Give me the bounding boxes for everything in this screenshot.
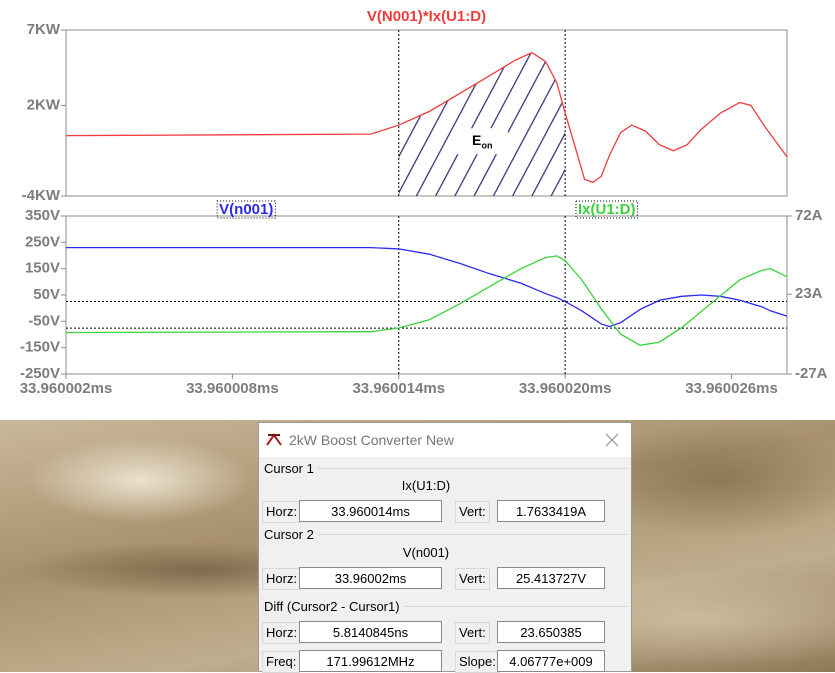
title-bar: 2kW Boost Converter New: [259, 423, 631, 457]
group-label: Cursor 2: [264, 527, 318, 542]
trace-name: V(n001): [259, 545, 593, 560]
y2-tick-label: 72A: [795, 207, 823, 224]
trace: [66, 248, 787, 327]
y-tick-label: 150V: [25, 260, 60, 277]
group-label: Cursor 1: [264, 461, 318, 476]
y-tick-label: -4KW: [22, 187, 61, 204]
y-tick-label: 2KW: [27, 96, 61, 113]
close-button[interactable]: [605, 433, 619, 447]
x-tick-label: 33.960014ms: [352, 380, 445, 397]
x-tick-label: 33.960020ms: [519, 380, 612, 397]
value-field: 1.7633419A: [497, 500, 605, 522]
field-label: Horz:: [262, 622, 301, 644]
value-field: 33.96002ms: [299, 567, 442, 589]
value-field: 171.99612MHz: [299, 650, 442, 672]
annotation-subscript: on: [481, 141, 492, 151]
value-field: 23.650385: [497, 621, 605, 643]
cursor-dialog: 2kW Boost Converter New Cursor 1 Ix(U1:D…: [258, 422, 632, 672]
x-tick-label: 33.960026ms: [685, 380, 778, 397]
group-label: Diff (Cursor2 - Cursor1): [264, 599, 404, 614]
y2-tick-label: 23A: [795, 285, 823, 302]
field-label: Vert:: [455, 568, 490, 590]
field-label: Horz:: [262, 501, 301, 523]
y-tick-label: 250V: [25, 233, 60, 250]
plot-frame: [66, 216, 787, 374]
y-tick-label: -50V: [28, 312, 60, 329]
hatched-area: [399, 53, 565, 196]
app-icon: [265, 431, 283, 449]
legend-label: V(n001): [219, 201, 273, 218]
field-label: Vert:: [455, 622, 490, 644]
y-tick-label: 350V: [25, 207, 60, 224]
value-field: 4.06777e+009: [497, 650, 605, 672]
y-tick-label: 50V: [33, 286, 60, 303]
dialog-title: 2kW Boost Converter New: [289, 432, 454, 448]
annotation-text: E: [472, 132, 481, 148]
trace: [66, 256, 787, 345]
field-label: Vert:: [455, 501, 490, 523]
y-tick-label: -150V: [20, 339, 60, 356]
value-field: 33.960014ms: [299, 500, 442, 522]
page: {"chart_data": [ {"type": "line", "xlim"…: [0, 0, 835, 672]
value-field: 25.413727V: [497, 567, 605, 589]
y2-tick-label: -27A: [795, 365, 828, 382]
trace-name: Ix(U1:D): [259, 478, 593, 493]
field-label: Horz:: [262, 568, 301, 590]
value-field: 5.8140845ns: [299, 621, 442, 643]
y-tick-label: 7KW: [27, 21, 61, 38]
legend-label: V(N001)*Ix(U1:D): [367, 8, 486, 25]
field-label: Freq:: [262, 651, 300, 673]
field-label: Slope:: [455, 651, 500, 673]
x-tick-label: 33.960008ms: [186, 380, 279, 397]
x-tick-label: 33.960002ms: [20, 380, 113, 397]
legend-label: Ix(U1:D): [578, 201, 636, 218]
